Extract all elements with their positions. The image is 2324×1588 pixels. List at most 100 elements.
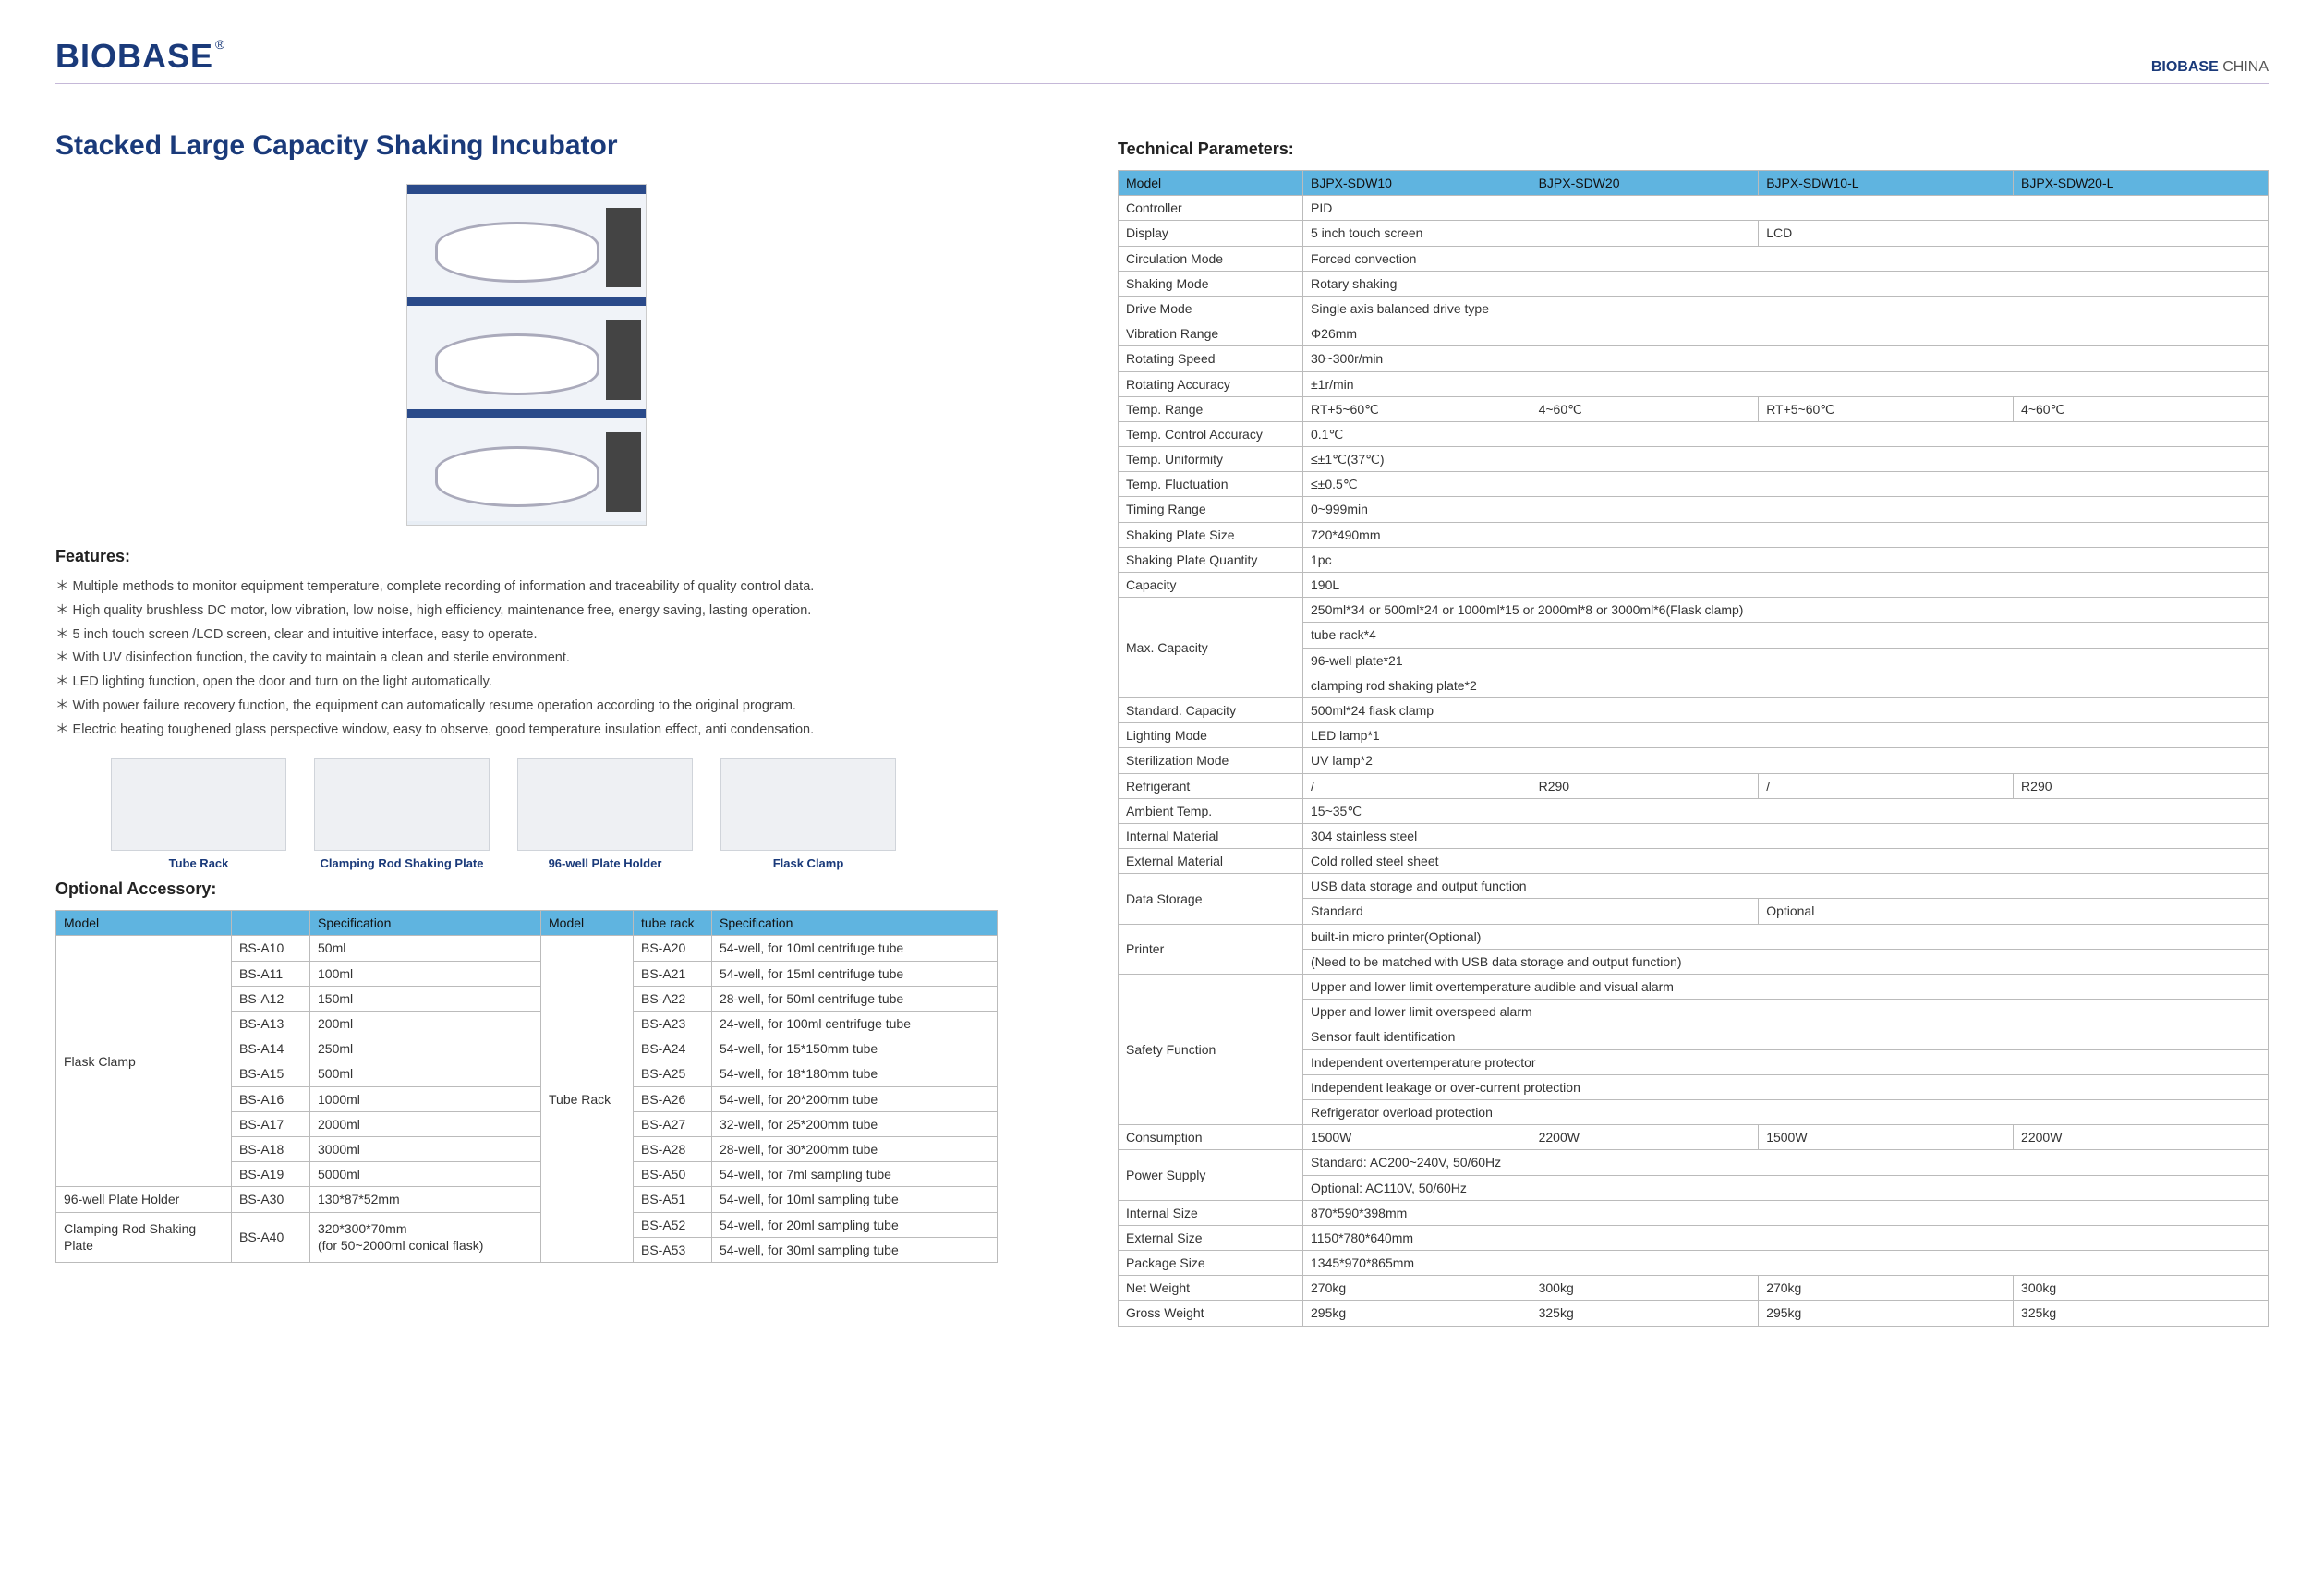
table-row: Shaking ModeRotary shaking bbox=[1119, 271, 2269, 296]
accessory-images-row: Tube RackClamping Rod Shaking Plate96-we… bbox=[111, 758, 998, 870]
table-header-cell: Model bbox=[1119, 171, 1303, 196]
accessory-spec-cell: 54-well, for 18*180mm tube bbox=[712, 1061, 998, 1086]
param-value-cell: Φ26mm bbox=[1303, 321, 2269, 346]
param-value-cell: Upper and lower limit overtemperature au… bbox=[1303, 975, 2269, 1000]
param-value-cell: / bbox=[1759, 773, 2014, 798]
table-row: Clamping Rod Shaking PlateBS-A40320*300*… bbox=[56, 1212, 998, 1237]
table-row: Capacity190L bbox=[1119, 573, 2269, 598]
accessory-spec-cell: 54-well, for 10ml centrifuge tube bbox=[712, 936, 998, 961]
accessory-spec-cell: 32-well, for 25*200mm tube bbox=[712, 1111, 998, 1136]
param-label-cell: Timing Range bbox=[1119, 497, 1303, 522]
param-value-cell: / bbox=[1303, 773, 1531, 798]
accessory-model-cell: BS-A30 bbox=[232, 1187, 310, 1212]
param-value-cell: 30~300r/min bbox=[1303, 346, 2269, 371]
table-header-cell: BJPX-SDW10-L bbox=[1759, 171, 2014, 196]
param-label-cell: Circulation Mode bbox=[1119, 246, 1303, 271]
param-value-cell: 2200W bbox=[2014, 1125, 2269, 1150]
param-label-cell: Net Weight bbox=[1119, 1276, 1303, 1301]
right-column: Technical Parameters ModelBJPX-SDW10BJPX… bbox=[1118, 130, 2269, 1327]
table-row: Circulation ModeForced convection bbox=[1119, 246, 2269, 271]
table-row: Drive ModeSingle axis balanced drive typ… bbox=[1119, 296, 2269, 321]
param-value-cell: (Need to be matched with USB data storag… bbox=[1303, 949, 2269, 974]
param-value-cell: Standard: AC200~240V, 50/60Hz bbox=[1303, 1150, 2269, 1175]
param-value-cell: 325kg bbox=[2014, 1301, 2269, 1326]
accessory-model-cell: BS-A10 bbox=[232, 936, 310, 961]
accessory-category-cell: Flask Clamp bbox=[56, 936, 232, 1187]
accessory-label: 96-well Plate Holder bbox=[517, 856, 693, 870]
param-label-cell: Display bbox=[1119, 221, 1303, 246]
feature-item: LED lighting function, open the door and… bbox=[55, 673, 998, 693]
feature-item: With UV disinfection function, the cavit… bbox=[55, 649, 998, 669]
param-value-cell: 1500W bbox=[1759, 1125, 2014, 1150]
param-value-cell: 500ml*24 flask clamp bbox=[1303, 697, 2269, 722]
accessory-spec-cell: 54-well, for 30ml sampling tube bbox=[712, 1237, 998, 1262]
accessory-spec-cell: 50ml bbox=[310, 936, 541, 961]
param-value-cell: Standard bbox=[1303, 899, 1759, 924]
param-value-cell: clamping rod shaking plate*2 bbox=[1303, 673, 2269, 697]
param-value-cell: 1pc bbox=[1303, 547, 2269, 572]
param-value-cell: R290 bbox=[2014, 773, 2269, 798]
param-value-cell: LED lamp*1 bbox=[1303, 723, 2269, 748]
param-value-cell: Upper and lower limit overspeed alarm bbox=[1303, 1000, 2269, 1024]
accessory-model-cell: BS-A20 bbox=[634, 936, 712, 961]
param-value-cell: 270kg bbox=[1759, 1276, 2014, 1301]
table-row: Refrigerant/R290/R290 bbox=[1119, 773, 2269, 798]
accessory-model-cell: BS-A13 bbox=[232, 1012, 310, 1036]
accessory-model-cell: BS-A40 bbox=[232, 1212, 310, 1262]
accessory-model-cell: BS-A25 bbox=[634, 1061, 712, 1086]
table-row: Shaking Plate Size720*490mm bbox=[1119, 522, 2269, 547]
param-value-cell: RT+5~60℃ bbox=[1303, 396, 1531, 421]
param-value-cell: 96-well plate*21 bbox=[1303, 648, 2269, 673]
table-row: External Size1150*780*640mm bbox=[1119, 1225, 2269, 1250]
table-row: Temp. Fluctuation≤±0.5℃ bbox=[1119, 472, 2269, 497]
accessory-spec-cell: 500ml bbox=[310, 1061, 541, 1086]
table-row: Package Size1345*970*865mm bbox=[1119, 1251, 2269, 1276]
param-label-cell: Max. Capacity bbox=[1119, 598, 1303, 698]
table-row: Consumption1500W2200W1500W2200W bbox=[1119, 1125, 2269, 1150]
table-row: Internal Size870*590*398mm bbox=[1119, 1200, 2269, 1225]
page-header: BIOBASE® BIOBASE CHINA bbox=[55, 37, 2269, 84]
param-value-cell: 325kg bbox=[1531, 1301, 1759, 1326]
accessory-label: Flask Clamp bbox=[720, 856, 896, 870]
param-value-cell: Optional bbox=[1759, 899, 2269, 924]
param-value-cell: LCD bbox=[1759, 221, 2269, 246]
param-label-cell: Shaking Plate Size bbox=[1119, 522, 1303, 547]
table-row: Data StorageUSB data storage and output … bbox=[1119, 874, 2269, 899]
param-value-cell: Forced convection bbox=[1303, 246, 2269, 271]
param-value-cell: 270kg bbox=[1303, 1276, 1531, 1301]
param-value-cell: Cold rolled steel sheet bbox=[1303, 849, 2269, 874]
param-value-cell: 5 inch touch screen bbox=[1303, 221, 1759, 246]
accessory-image-item: 96-well Plate Holder bbox=[517, 758, 693, 870]
accessory-spec-cell: 54-well, for 15ml centrifuge tube bbox=[712, 961, 998, 986]
page-body: Stacked Large Capacity Shaking Incubator… bbox=[55, 130, 2269, 1327]
accessory-spec-cell: 54-well, for 7ml sampling tube bbox=[712, 1162, 998, 1187]
accessory-label: Clamping Rod Shaking Plate bbox=[314, 856, 490, 870]
accessory-model-cell: BS-A53 bbox=[634, 1237, 712, 1262]
table-row: Net Weight270kg300kg270kg300kg bbox=[1119, 1276, 2269, 1301]
accessory-model-cell: BS-A26 bbox=[634, 1086, 712, 1111]
param-value-cell: 870*590*398mm bbox=[1303, 1200, 2269, 1225]
table-row: 96-well Plate HolderBS-A30130*87*52mmBS-… bbox=[56, 1187, 998, 1212]
accessory-model-cell: BS-A28 bbox=[634, 1136, 712, 1161]
accessory-model-cell: BS-A14 bbox=[232, 1036, 310, 1061]
param-label-cell: Shaking Plate Quantity bbox=[1119, 547, 1303, 572]
feature-item: With power failure recovery function, th… bbox=[55, 697, 998, 717]
features-list: Multiple methods to monitor equipment te… bbox=[55, 577, 998, 740]
table-row: Rotating Accuracy±1r/min bbox=[1119, 371, 2269, 396]
table-header-cell: BJPX-SDW20-L bbox=[2014, 171, 2269, 196]
param-value-cell: 304 stainless steel bbox=[1303, 823, 2269, 848]
table-row: Gross Weight295kg325kg295kg325kg bbox=[1119, 1301, 2269, 1326]
param-label-cell: Power Supply bbox=[1119, 1150, 1303, 1200]
table-header-cell: Model bbox=[541, 911, 634, 936]
param-label-cell: External Size bbox=[1119, 1225, 1303, 1250]
param-value-cell: 4~60℃ bbox=[1531, 396, 1759, 421]
param-value-cell: Optional: AC110V, 50/60Hz bbox=[1303, 1175, 2269, 1200]
accessory-table: ModelSpecificationModeltube rackSpecific… bbox=[55, 910, 998, 1263]
param-value-cell: 295kg bbox=[1303, 1301, 1531, 1326]
param-label-cell: Capacity bbox=[1119, 573, 1303, 598]
param-label-cell: Data Storage bbox=[1119, 874, 1303, 924]
accessory-spec-cell: 2000ml bbox=[310, 1111, 541, 1136]
table-row: Temp. Control Accuracy0.1℃ bbox=[1119, 421, 2269, 446]
accessory-image bbox=[111, 758, 286, 851]
table-row: Ambient Temp.15~35℃ bbox=[1119, 798, 2269, 823]
